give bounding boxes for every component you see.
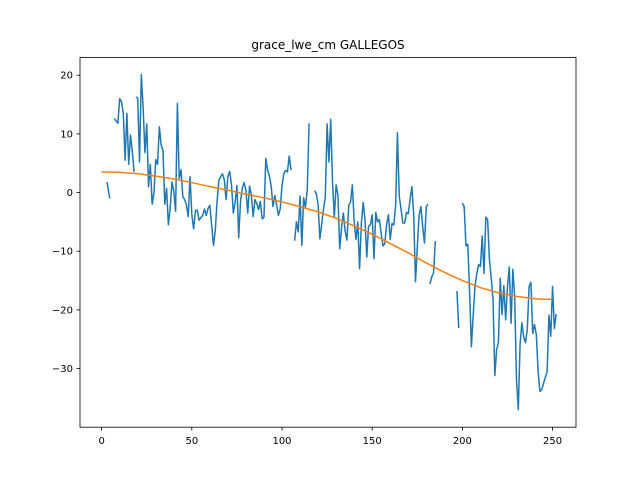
raw-series-line-segment-7 bbox=[461, 202, 557, 411]
raw-series-line-segment-0 bbox=[106, 181, 111, 199]
raw-series-line-segment-3 bbox=[293, 123, 310, 247]
x-tick-label: 200 bbox=[453, 436, 472, 447]
y-tick-label: −20 bbox=[52, 305, 73, 316]
y-tick-label: 20 bbox=[60, 71, 73, 82]
x-tick-label: 250 bbox=[543, 436, 562, 447]
y-tick-label: −10 bbox=[52, 247, 73, 258]
chart-title: grace_lwe_cm GALLEGOS bbox=[251, 38, 404, 52]
trend-series-line bbox=[101, 171, 553, 301]
x-tick-label: 0 bbox=[98, 436, 104, 447]
plot-frame bbox=[79, 57, 577, 428]
raw-series-line-segment-5 bbox=[429, 241, 437, 285]
y-axis: 20 10 0 −10 −20 −30 bbox=[52, 71, 80, 375]
x-axis: 0 50 100 150 200 250 bbox=[98, 427, 562, 447]
raw-series-line-segment-2 bbox=[135, 73, 292, 247]
series-layer bbox=[101, 73, 557, 411]
raw-series-line-segment-4 bbox=[313, 118, 429, 283]
y-tick-label: 0 bbox=[67, 188, 73, 199]
raw-series-line-segment-6 bbox=[456, 291, 460, 329]
y-tick-label: −30 bbox=[52, 364, 73, 375]
raw-series-line-segment-1 bbox=[113, 97, 135, 173]
x-tick-label: 150 bbox=[363, 436, 382, 447]
x-tick-label: 50 bbox=[185, 436, 198, 447]
y-tick-label: 10 bbox=[60, 129, 73, 140]
x-tick-label: 100 bbox=[272, 436, 291, 447]
